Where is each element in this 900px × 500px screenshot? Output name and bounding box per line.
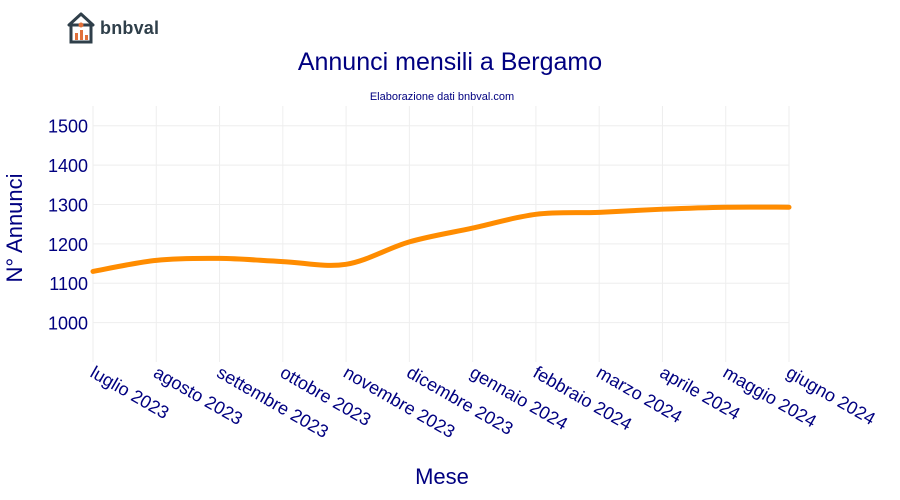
grid: [92, 106, 790, 362]
y-axis-ticks: 1000 1100 1200 1300 1400 1500: [48, 117, 88, 334]
series: [90, 204, 792, 274]
y-tick-label: 1200: [48, 235, 88, 255]
brand-logo: bnbval: [66, 10, 159, 46]
y-tick-label: 1000: [48, 314, 88, 334]
x-axis-title: Mese: [415, 464, 469, 489]
house-chart-logo-icon: [67, 12, 95, 44]
y-tick-label: 1100: [49, 274, 88, 294]
brand-name: bnbval: [100, 17, 160, 38]
y-tick-label: 1300: [48, 195, 88, 215]
y-tick-label: 1400: [48, 156, 88, 176]
x-tick-label: dicembre 2023: [403, 362, 516, 439]
series-line: [90, 204, 792, 274]
chart-title: Annunci mensili a Bergamo: [298, 48, 602, 76]
chart-subtitle: Elaborazione dati bnbval.com: [370, 91, 514, 103]
y-tick-label: 1500: [48, 117, 88, 137]
y-axis-title: N° Annunci: [2, 173, 27, 282]
